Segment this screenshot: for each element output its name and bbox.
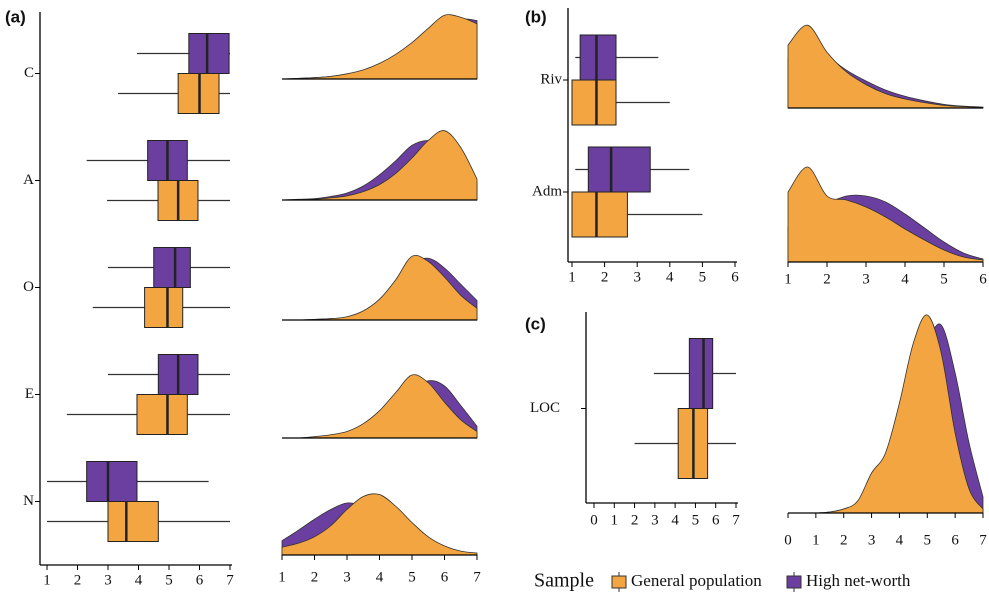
x-tick-label: 4 (901, 271, 909, 287)
density-area (281, 374, 478, 439)
x-tick-label: 1 (43, 572, 51, 588)
x-tick-label: 7 (226, 572, 234, 588)
legend-key (786, 575, 802, 589)
x-tick-label: 4 (135, 572, 143, 588)
x-tick-label: 4 (896, 532, 904, 548)
box (571, 79, 617, 126)
category-label: Riv (540, 71, 562, 87)
panel-label: (a) (5, 7, 26, 26)
category-label: O (23, 279, 34, 295)
x-tick-label: 6 (712, 512, 720, 528)
box (144, 287, 184, 328)
box (86, 461, 138, 502)
x-tick-label: 4 (376, 569, 384, 585)
x-tick-label: 5 (165, 572, 173, 588)
x-tick-label: 5 (940, 271, 948, 287)
x-tick-label: 2 (311, 569, 319, 585)
category-label: N (23, 493, 34, 509)
box (579, 34, 617, 81)
box (188, 33, 230, 74)
x-tick-label: 3 (633, 269, 641, 285)
x-tick-label: 3 (651, 512, 659, 528)
x-tick-label: 2 (823, 271, 831, 287)
x-tick-label: 0 (590, 512, 598, 528)
box (688, 338, 714, 409)
legend-label: General population (631, 571, 762, 590)
box (587, 146, 651, 193)
box (107, 501, 159, 542)
legend-title: Sample (534, 570, 594, 592)
density-area (281, 130, 478, 201)
density-area (281, 493, 478, 556)
category-label: A (23, 172, 34, 188)
category-label: Adm (532, 183, 562, 199)
x-tick-label: 4 (666, 269, 674, 285)
x-tick-label: 6 (196, 572, 204, 588)
x-tick-label: 5 (699, 269, 707, 285)
x-tick-label: 3 (343, 569, 351, 585)
x-tick-label: 6 (951, 532, 959, 548)
x-tick-label: 3 (104, 572, 112, 588)
density-area (787, 24, 984, 109)
category-label: E (25, 386, 34, 402)
x-tick-label: 5 (924, 532, 932, 548)
panel-label: (c) (525, 314, 546, 333)
x-tick-label: 2 (601, 269, 609, 285)
x-tick-label: 2 (74, 572, 82, 588)
x-tick-label: 7 (732, 512, 740, 528)
x-tick-label: 1 (568, 269, 576, 285)
x-tick-label: 6 (441, 569, 449, 585)
x-tick-label: 1 (784, 271, 792, 287)
legend-label: High net-worth (806, 571, 911, 590)
x-tick-label: 1 (812, 532, 820, 548)
x-tick-label: 2 (840, 532, 848, 548)
x-tick-label: 6 (731, 269, 739, 285)
x-tick-label: 3 (868, 532, 876, 548)
box (571, 191, 628, 238)
x-tick-label: 0 (784, 532, 792, 548)
x-tick-label: 5 (692, 512, 700, 528)
box (153, 247, 191, 288)
x-tick-label: 5 (408, 569, 416, 585)
density-area (281, 254, 478, 321)
x-tick-label: 2 (631, 512, 639, 528)
category-label: LOC (530, 400, 560, 416)
box (136, 394, 188, 435)
panel-label: (b) (525, 7, 547, 26)
x-tick-label: 7 (473, 569, 481, 585)
x-tick-label: 6 (979, 271, 987, 287)
x-tick-label: 3 (862, 271, 870, 287)
category-label: C (24, 65, 34, 81)
density-area (787, 166, 984, 263)
legend-key (611, 575, 627, 589)
x-tick-label: 1 (278, 569, 286, 585)
x-tick-label: 4 (671, 512, 679, 528)
x-tick-label: 1 (611, 512, 619, 528)
x-tick-label: 7 (979, 532, 987, 548)
density-area (281, 14, 478, 80)
